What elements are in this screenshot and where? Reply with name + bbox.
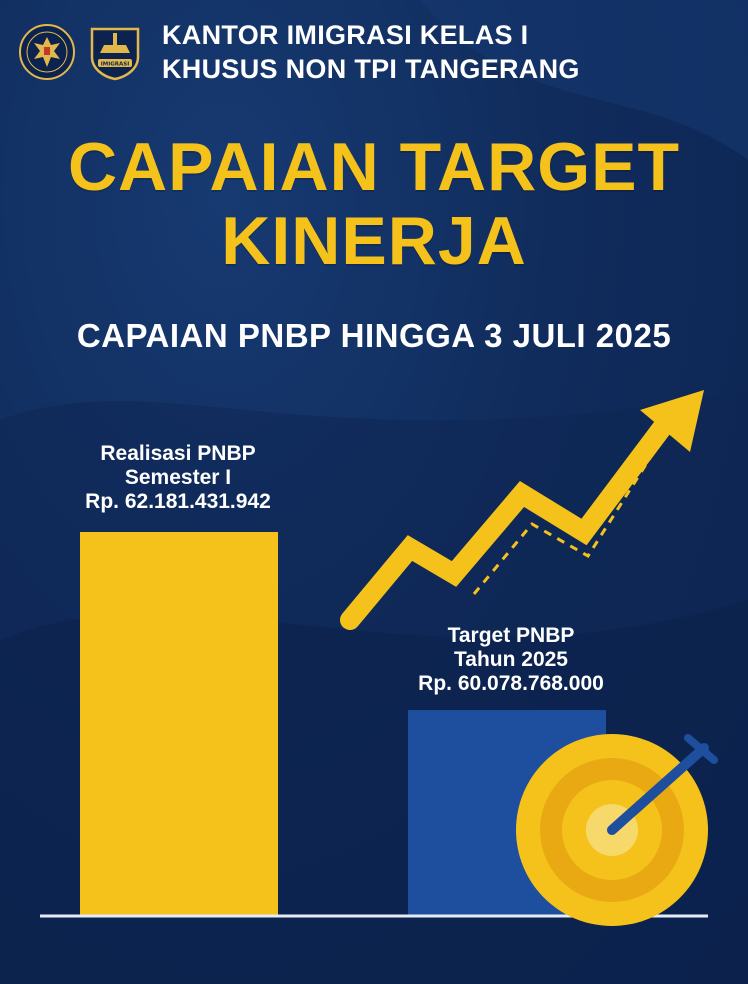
office-name: KANTOR IMIGRASI KELAS I KHUSUS NON TPI T… (162, 18, 580, 86)
bar-label-target-value: Rp. 60.078.768.000 (418, 672, 604, 695)
office-name-line1: KANTOR IMIGRASI KELAS I (162, 20, 529, 50)
bar-label-realisasi-value: Rp. 62.181.431.942 (85, 490, 271, 513)
trend-arrow-icon (340, 390, 704, 630)
header: IMIGRASI KANTOR IMIGRASI KELAS I KHUSUS … (18, 18, 580, 86)
bar-label-target-line1: Target PNBP (447, 624, 575, 647)
bar-label-target: Target PNBP Tahun 2025 Rp. 60.078.768.00… (366, 624, 656, 696)
svg-text:IMIGRASI: IMIGRASI (101, 62, 130, 68)
imigrasi-logo: IMIGRASI (90, 27, 140, 81)
main-title: CAPAIAN TARGET KINERJA (0, 130, 748, 278)
garuda-emblem-logo (19, 24, 75, 80)
bar-label-realisasi-line1: Realisasi PNBP (100, 442, 256, 465)
subtitle: CAPAIAN PNBP HINGGA 3 JULI 2025 (76, 317, 672, 354)
bar-label-realisasi-line2: Semester I (124, 466, 232, 489)
main-title-line1: CAPAIAN TARGET (67, 129, 681, 205)
office-name-line2: KHUSUS NON TPI TANGERANG (162, 54, 580, 84)
main-title-line2: KINERJA (221, 203, 527, 279)
target-icon (516, 734, 718, 926)
bar-realisasi (80, 532, 278, 916)
bar-label-target-line2: Tahun 2025 (454, 648, 568, 671)
bar-label-realisasi: Realisasi PNBP Semester I Rp. 62.181.431… (40, 442, 316, 514)
